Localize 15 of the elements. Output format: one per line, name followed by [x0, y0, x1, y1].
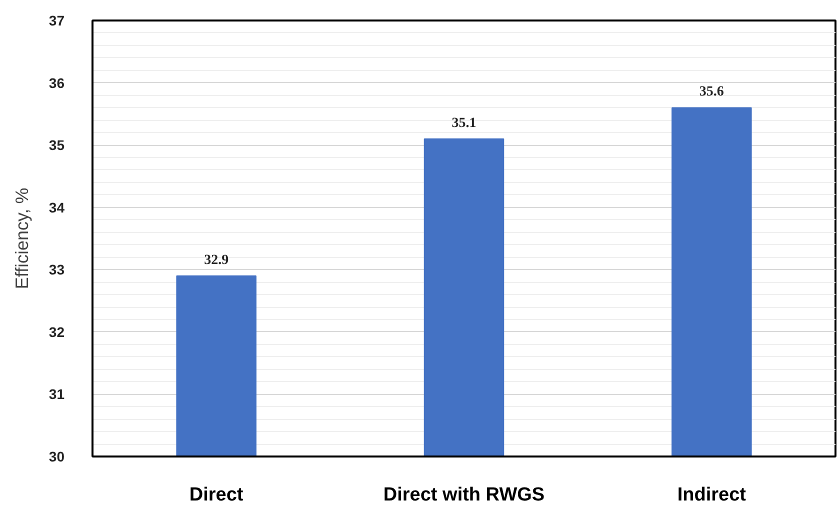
- y-tick-label: 35: [48, 137, 65, 154]
- x-tick-label: Direct: [189, 484, 244, 506]
- data-label: 35.6: [699, 84, 724, 100]
- x-tick-label: Direct with RWGS: [383, 484, 545, 506]
- y-tick-label: 37: [48, 12, 65, 28]
- data-label: 32.9: [204, 252, 229, 268]
- y-tick-label: 31: [48, 386, 65, 402]
- y-tick-label: 30: [48, 448, 65, 464]
- y-tick-label: 36: [48, 74, 65, 91]
- y-tick-label: 32: [48, 324, 65, 340]
- y-axis-title: Efficiency, %: [12, 188, 32, 290]
- y-tick-label: 33: [48, 262, 65, 278]
- x-tick-label: Indirect: [677, 484, 747, 506]
- data-label: 35.1: [452, 116, 476, 131]
- y-tick-label: 34: [48, 199, 65, 216]
